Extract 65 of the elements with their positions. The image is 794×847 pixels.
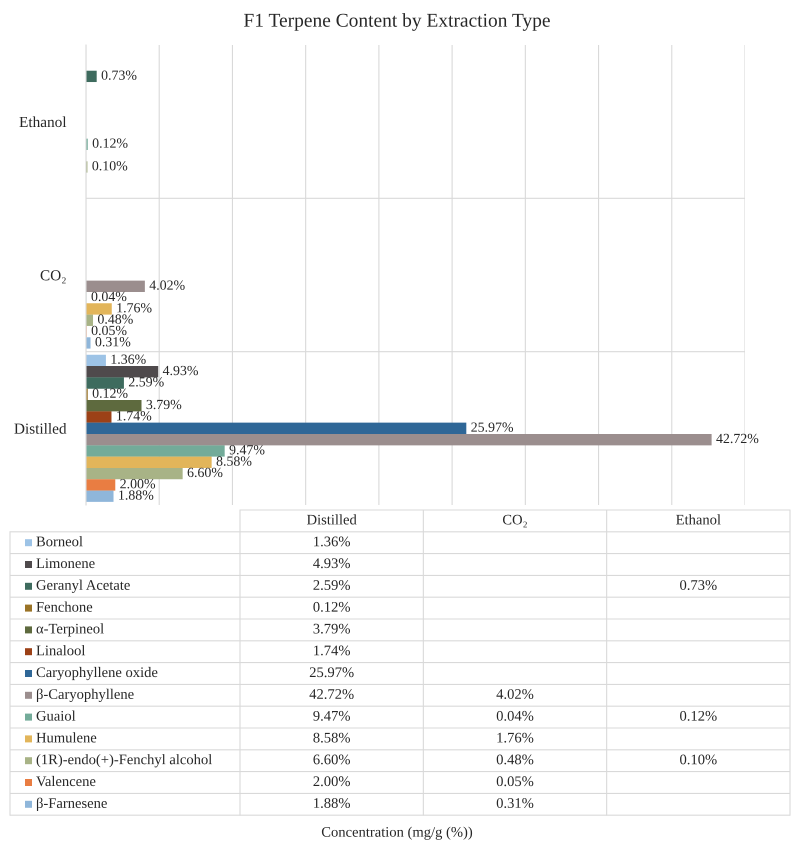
text: 2.00% [313,776,350,786]
text: 0.12% [313,602,350,612]
text: 1.36% [314,536,350,546]
text: 0.10% [680,754,717,764]
text: 3.79% [314,624,350,634]
text: 42.72% [309,689,354,700]
category-label: CO₂ [502,514,527,528]
data-label: 8.58% [216,456,252,466]
chart-title: F1 Terpene Content by Extraction Type [244,13,550,31]
data-label: 42.72% [716,434,758,444]
text: 1.88% [314,798,350,808]
text: Concentration (mg/g (%)) [322,826,472,840]
text: 1.76% [497,732,534,743]
legend-label: β-Farnesene [36,798,107,811]
category-label: Ethanol [676,514,721,525]
text: 4.93% [313,558,350,568]
data-label: 6.60% [188,468,222,478]
text: 9.47% [313,710,350,721]
text: 4.02% [496,689,534,700]
data-label: 25.97% [471,422,514,432]
legend-label: β-Caryophyllene [36,688,134,702]
legend-label: Fenchone [36,601,92,612]
text: 0.73% [680,580,717,590]
data-label: 0.10% [92,161,128,170]
data-label: 0.31% [95,337,130,346]
data-label: 0.48% [98,314,133,324]
legend-label: Limonene [36,558,95,568]
data-label: 2.59% [128,377,164,387]
text: 25.97% [310,667,354,678]
data-label: 1.88% [119,490,154,500]
y-tick-label: Ethanol [19,116,66,128]
legend-label: Geranyl Acetate [36,580,130,593]
legend-label: Valencene [36,776,96,786]
data-label: 0.04% [92,292,126,302]
data-label: 1.74% [117,411,152,421]
data-label: 4.02% [150,280,185,290]
data-label: 1.36% [112,354,146,364]
data-label: 0.05% [92,326,127,336]
legend-label: Borneol [36,536,83,546]
data-label: 4.93% [162,366,198,376]
data-label: 9.47% [230,445,264,455]
text: 8.58% [313,732,350,743]
legend-label: (1R)-endo(+)-Fenchyl alcohol [36,754,212,768]
category-label: Distilled [306,514,357,525]
legend-label: Caryophyllene oxide [36,666,158,680]
text: 0.31% [496,798,534,808]
data-label: 0.12% [92,388,128,398]
legend-label: Guaiol [36,710,76,721]
text: 1.74% [314,646,350,656]
y-tick-label: CO₂ [40,270,66,284]
legend-label: Linalool [36,645,86,656]
text: 0.04% [496,710,534,721]
data-label: 3.79% [146,400,182,410]
data-label: 1.76% [117,303,152,313]
data-label: 2.00% [120,479,156,488]
text: 0.48% [496,754,534,764]
legend-label: Humulene [36,732,96,743]
text: 6.60% [313,754,350,764]
legend-label: α-Terpineol [36,623,104,637]
y-tick-label: Distilled [14,423,66,434]
text: 2.59% [313,580,350,590]
text: 0.05% [496,776,534,786]
data-label: 0.12% [92,138,128,148]
text: 0.12% [680,710,717,721]
data-label: 0.73% [102,70,136,80]
